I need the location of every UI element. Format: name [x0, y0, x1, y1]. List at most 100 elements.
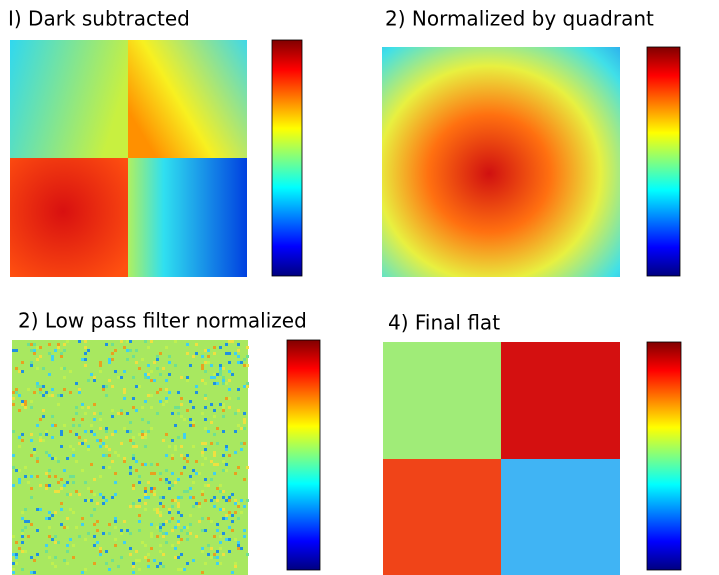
noise-pixel	[15, 469, 18, 472]
noise-pixel	[183, 490, 186, 493]
noise-pixel	[12, 568, 15, 571]
noise-pixel	[81, 358, 84, 361]
noise-pixel	[123, 427, 126, 430]
noise-pixel	[153, 508, 156, 511]
noise-pixel	[18, 481, 21, 484]
noise-pixel	[207, 361, 210, 364]
noise-pixel	[246, 553, 249, 556]
noise-pixel	[18, 436, 21, 439]
noise-pixel	[123, 391, 126, 394]
noise-pixel	[234, 352, 237, 355]
noise-pixel	[231, 571, 234, 574]
noise-pixel	[63, 388, 66, 391]
noise-pixel	[228, 511, 231, 514]
noise-pixel	[174, 499, 177, 502]
noise-pixel	[96, 541, 99, 544]
noise-pixel	[228, 379, 231, 382]
noise-pixel	[153, 559, 156, 562]
noise-pixel	[204, 394, 207, 397]
noise-pixel	[228, 550, 231, 553]
noise-pixel	[27, 535, 30, 538]
noise-pixel	[204, 418, 207, 421]
noise-pixel	[159, 502, 162, 505]
noise-pixel	[180, 454, 183, 457]
noise-pixel	[201, 355, 204, 358]
noise-pixel	[63, 349, 66, 352]
noise-pixel	[132, 397, 135, 400]
noise-pixel	[111, 343, 114, 346]
noise-pixel	[195, 343, 198, 346]
noise-pixel	[33, 571, 36, 574]
noise-pixel	[180, 415, 183, 418]
noise-pixel	[129, 439, 132, 442]
noise-pixel	[84, 352, 87, 355]
noise-pixel	[99, 364, 102, 367]
noise-pixel	[144, 376, 147, 379]
noise-pixel	[48, 535, 51, 538]
noise-pixel	[204, 382, 207, 385]
noise-pixel	[84, 340, 87, 343]
noise-pixel	[12, 430, 15, 433]
noise-pixel	[243, 364, 246, 367]
noise-pixel	[69, 475, 72, 478]
noise-pixel	[228, 361, 231, 364]
noise-pixel	[165, 397, 168, 400]
noise-pixel	[42, 409, 45, 412]
noise-pixel	[243, 478, 246, 481]
noise-pixel	[48, 517, 51, 520]
noise-pixel	[165, 388, 168, 391]
noise-pixel	[150, 490, 153, 493]
noise-pixel	[75, 382, 78, 385]
noise-pixel	[48, 454, 51, 457]
noise-pixel	[177, 496, 180, 499]
noise-pixel	[123, 457, 126, 460]
noise-pixel	[87, 379, 90, 382]
noise-pixel	[111, 496, 114, 499]
noise-pixel	[51, 424, 54, 427]
noise-pixel	[201, 571, 204, 574]
noise-pixel	[30, 400, 33, 403]
noise-pixel	[156, 535, 159, 538]
noise-pixel	[174, 481, 177, 484]
noise-pixel	[210, 460, 213, 463]
noise-pixel	[105, 562, 108, 565]
noise-pixel	[225, 343, 228, 346]
noise-pixel	[186, 460, 189, 463]
noise-pixel	[45, 451, 48, 454]
noise-pixel	[108, 358, 111, 361]
noise-pixel	[165, 400, 168, 403]
noise-pixel	[192, 406, 195, 409]
noise-pixel	[69, 430, 72, 433]
noise-pixel	[39, 391, 42, 394]
noise-pixel	[186, 562, 189, 565]
noise-pixel	[246, 355, 249, 358]
noise-pixel	[132, 565, 135, 568]
noise-pixel	[174, 364, 177, 367]
noise-pixel	[135, 361, 138, 364]
noise-pixel	[216, 373, 219, 376]
noise-pixel	[186, 409, 189, 412]
noise-pixel	[81, 571, 84, 574]
noise-pixel	[72, 424, 75, 427]
noise-pixel	[30, 343, 33, 346]
noise-pixel	[135, 460, 138, 463]
noise-pixel	[156, 355, 159, 358]
noise-pixel	[129, 340, 132, 343]
noise-pixel	[42, 385, 45, 388]
noise-pixel	[24, 520, 27, 523]
noise-pixel	[234, 430, 237, 433]
noise-pixel	[204, 442, 207, 445]
noise-pixel	[156, 463, 159, 466]
noise-pixel	[234, 451, 237, 454]
noise-pixel	[222, 469, 225, 472]
noise-pixel	[144, 496, 147, 499]
noise-pixel	[105, 436, 108, 439]
noise-pixel	[42, 439, 45, 442]
noise-pixel	[177, 511, 180, 514]
noise-pixel	[219, 346, 222, 349]
noise-pixel	[222, 517, 225, 520]
noise-pixel	[135, 559, 138, 562]
noise-pixel	[171, 439, 174, 442]
noise-pixel	[243, 385, 246, 388]
noise-pixel	[141, 430, 144, 433]
